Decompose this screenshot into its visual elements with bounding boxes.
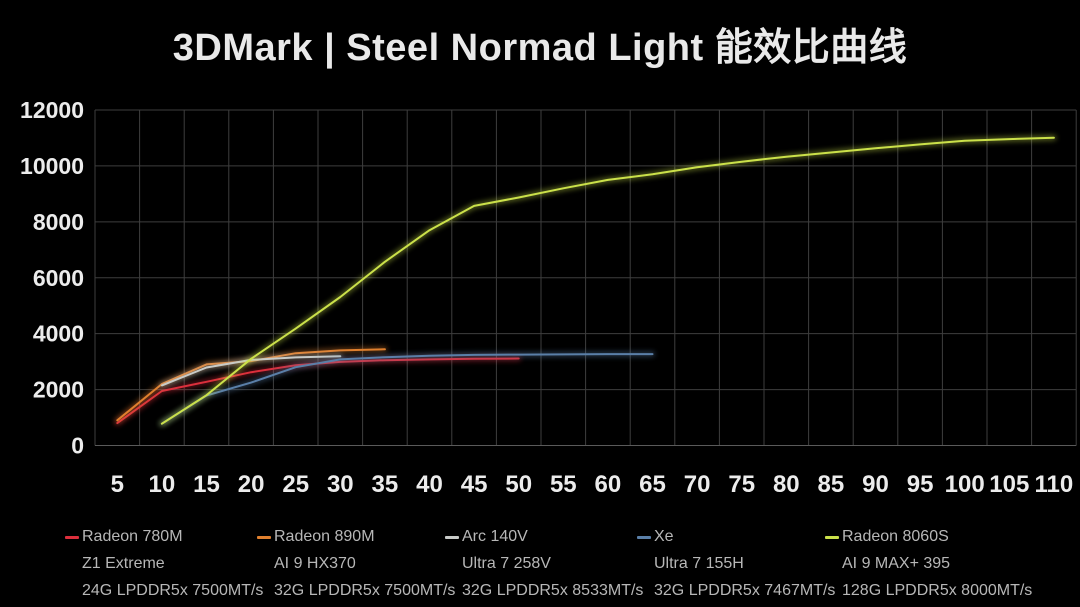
x-tick-label: 90: [862, 471, 889, 498]
series-line-xe: [159, 351, 655, 427]
legend-series-memory: 128G LPDDR5x 8000MT/s: [842, 582, 1033, 599]
legend-series-cpu: Ultra 7 258V: [462, 555, 551, 572]
legend-item-radeon-8060s: Radeon 8060S AI 9 MAX+ 395 128G LPDDR5x 80…: [825, 527, 1032, 601]
gridlines: [94, 109, 1077, 446]
y-tick-label: 0: [71, 433, 84, 459]
chart-title: 3DMark | Steel Normad Light 能效比曲线: [172, 27, 908, 69]
x-axis-labels: 5 10 15 20 25 30 35 40 45 50 55 60 65 70 75 80 85 90 95 100…: [111, 471, 1074, 498]
y-tick-label: 4000: [33, 321, 84, 347]
x-tick-label: 95: [907, 471, 934, 498]
legend-series-memory: 24G LPDDR5x 7500MT/s: [82, 582, 264, 599]
x-tick-label: 5: [111, 471, 124, 498]
legend-swatch-radeon-8060s-icon: [825, 535, 839, 539]
y-axis-labels: 0 2000 4000 6000 8000 10000 12000: [20, 97, 84, 459]
x-tick-label: 30: [327, 471, 354, 498]
chart-legend: Radeon 780M Z1 Extreme 24G LPDDR5x 7500MT/…: [0, 527, 1080, 607]
legend-series-name: Radeon 780M: [82, 528, 183, 545]
legend-swatch-radeon-890m-icon: [257, 535, 271, 539]
legend-series-cpu: AI 9 HX370: [274, 555, 356, 572]
legend-series-name: Radeon 890M: [274, 528, 375, 545]
legend-series-name: Arc 140V: [462, 528, 528, 545]
legend-swatch-arc-140v-icon: [445, 535, 459, 539]
y-tick-label: 8000: [33, 209, 84, 235]
x-tick-label: 10: [149, 471, 176, 498]
x-tick-label: 45: [461, 471, 488, 498]
x-tick-label: 85: [818, 471, 845, 498]
legend-item-xe: Xe Ultra 7 155H 32G LPDDR5x 7467MT/s: [637, 527, 835, 601]
x-tick-label: 55: [550, 471, 577, 498]
legend-series-name: Xe: [654, 528, 674, 545]
legend-series-name: Radeon 8060S: [842, 528, 949, 545]
y-tick-label: 10000: [20, 153, 84, 179]
legend-swatch-radeon-780m-icon: [65, 535, 79, 539]
y-tick-label: 6000: [33, 265, 84, 291]
legend-series-memory: 32G LPDDR5x 7500MT/s: [274, 582, 456, 599]
x-tick-label: 25: [282, 471, 309, 498]
legend-series-cpu: Z1 Extreme: [82, 555, 165, 572]
x-tick-label: 75: [728, 471, 755, 498]
legend-swatch-xe-icon: [637, 535, 651, 539]
legend-series-cpu: Ultra 7 155H: [654, 555, 744, 572]
x-tick-label: 40: [416, 471, 443, 498]
x-tick-label: 70: [684, 471, 711, 498]
x-tick-label: 35: [372, 471, 399, 498]
x-tick-label: 105: [989, 471, 1029, 498]
legend-series-memory: 32G LPDDR5x 7467MT/s: [654, 582, 836, 599]
x-tick-label: 50: [505, 471, 532, 498]
x-tick-label: 110: [1035, 471, 1074, 498]
x-tick-label: 65: [639, 471, 666, 498]
x-tick-label: 100: [945, 471, 985, 498]
x-tick-label: 60: [595, 471, 622, 498]
series-line-radeon-8060s: [159, 135, 1057, 427]
x-tick-label: 80: [773, 471, 800, 498]
legend-item-radeon-890m: Radeon 890M AI 9 HX370 32G LPDDR5x 7500MT/…: [257, 527, 455, 601]
y-tick-label: 12000: [20, 97, 84, 123]
legend-item-radeon-780m: Radeon 780M Z1 Extreme 24G LPDDR5x 7500MT/…: [65, 527, 263, 601]
x-tick-label: 20: [238, 471, 265, 498]
legend-item-arc-140v: Arc 140V Ultra 7 258V 32G LPDDR5x 8533MT/s: [445, 527, 643, 601]
legend-series-cpu: AI 9 MAX+ 395: [842, 555, 951, 572]
y-tick-label: 2000: [33, 377, 84, 403]
legend-series-memory: 32G LPDDR5x 8533MT/s: [462, 582, 644, 599]
x-tick-label: 15: [193, 471, 220, 498]
